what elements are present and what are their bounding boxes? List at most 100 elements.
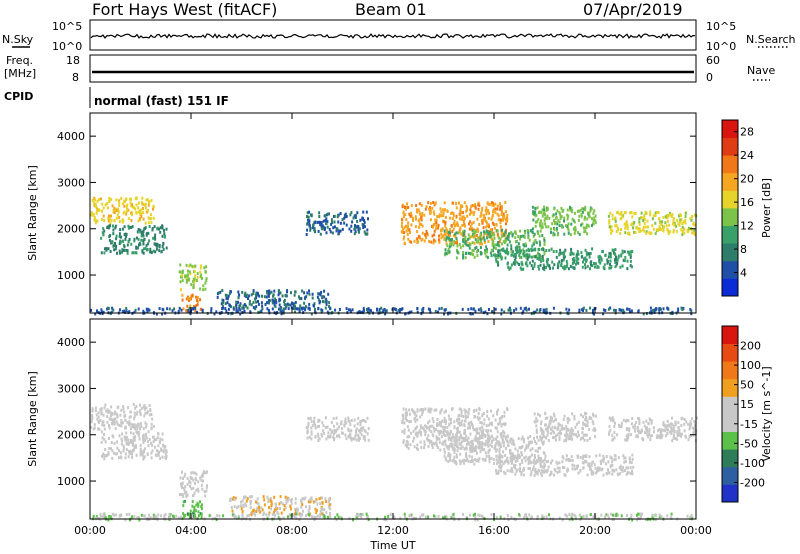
data-cell bbox=[126, 243, 129, 247]
data-cell bbox=[624, 456, 627, 460]
data-cell bbox=[267, 498, 270, 502]
data-cell bbox=[152, 516, 155, 520]
data-cell bbox=[569, 458, 572, 462]
data-cell bbox=[227, 307, 230, 311]
data-cell bbox=[689, 308, 692, 312]
data-cell bbox=[338, 308, 341, 311]
data-cell bbox=[421, 231, 424, 235]
data-cell bbox=[421, 412, 424, 416]
data-cell bbox=[366, 416, 369, 420]
data-cell bbox=[531, 231, 534, 234]
data-cell bbox=[459, 213, 462, 217]
data-cell bbox=[418, 211, 421, 215]
data-cell bbox=[183, 274, 186, 278]
data-cell bbox=[409, 214, 412, 218]
data-cell bbox=[417, 208, 420, 212]
data-cell bbox=[151, 417, 154, 421]
data-cell bbox=[582, 260, 584, 264]
data-cell bbox=[504, 201, 507, 204]
data-cell bbox=[629, 250, 632, 254]
data-cell bbox=[456, 419, 459, 423]
data-cell bbox=[538, 253, 541, 256]
data-cell bbox=[118, 220, 121, 223]
data-cell bbox=[321, 512, 324, 516]
data-cell bbox=[462, 211, 464, 215]
data-cell bbox=[577, 257, 580, 261]
data-cell bbox=[136, 410, 139, 414]
data-cell bbox=[298, 307, 301, 311]
data-cell bbox=[490, 248, 493, 252]
data-cell bbox=[261, 307, 264, 311]
data-cell bbox=[525, 244, 528, 248]
data-cell bbox=[126, 209, 129, 213]
data-cell bbox=[437, 429, 440, 433]
data-cell bbox=[320, 221, 323, 225]
data-cell bbox=[124, 456, 127, 460]
data-cell bbox=[186, 512, 189, 516]
data-cell bbox=[580, 515, 583, 519]
data-cell bbox=[629, 255, 632, 259]
data-cell bbox=[536, 230, 539, 234]
data-cell bbox=[452, 227, 455, 231]
data-cell bbox=[690, 218, 693, 222]
data-cell bbox=[573, 432, 575, 436]
data-cell bbox=[315, 511, 318, 514]
data-cell bbox=[564, 433, 566, 437]
data-cell bbox=[684, 218, 687, 222]
data-cell bbox=[260, 506, 263, 510]
data-cell bbox=[515, 245, 518, 249]
data-cell bbox=[134, 197, 137, 201]
data-cell bbox=[366, 432, 369, 436]
data-cell bbox=[105, 246, 108, 250]
data-cell bbox=[662, 423, 665, 426]
data-cell bbox=[137, 434, 140, 438]
data-cell bbox=[148, 200, 151, 204]
data-cell bbox=[502, 422, 505, 426]
data-cell bbox=[125, 307, 128, 310]
data-cell bbox=[123, 225, 126, 229]
data-cell bbox=[560, 251, 563, 255]
data-cell bbox=[502, 462, 505, 466]
data-cell bbox=[277, 293, 280, 297]
data-cell bbox=[494, 307, 497, 311]
data-cell bbox=[235, 304, 237, 308]
data-cell bbox=[130, 427, 132, 431]
data-cell bbox=[486, 430, 489, 434]
data-cell bbox=[527, 462, 530, 465]
data-cell bbox=[539, 414, 542, 418]
data-cell bbox=[458, 430, 461, 434]
data-cell bbox=[424, 515, 427, 519]
data-cell bbox=[611, 472, 614, 476]
data-cell bbox=[250, 303, 253, 307]
data-cell bbox=[314, 426, 317, 430]
data-cell bbox=[642, 219, 645, 223]
data-cell bbox=[488, 457, 491, 461]
data-cell bbox=[691, 426, 694, 430]
data-cell bbox=[488, 460, 491, 464]
data-cell bbox=[112, 208, 115, 212]
data-cell bbox=[670, 422, 672, 426]
data-cell bbox=[253, 297, 256, 301]
data-cell bbox=[354, 216, 357, 220]
data-cell bbox=[133, 414, 136, 418]
data-cell bbox=[460, 232, 463, 236]
data-cell bbox=[338, 425, 340, 429]
data-cell bbox=[471, 444, 474, 448]
data-cell bbox=[300, 498, 303, 502]
data-cell bbox=[593, 463, 596, 467]
data-cell bbox=[666, 514, 669, 518]
data-cell bbox=[547, 459, 550, 463]
data-cell bbox=[135, 405, 138, 409]
data-cell bbox=[552, 412, 555, 416]
data-cell bbox=[406, 202, 408, 206]
data-cell bbox=[186, 477, 189, 481]
data-cell bbox=[566, 433, 569, 437]
data-cell bbox=[165, 450, 168, 454]
data-cell bbox=[152, 249, 155, 253]
data-cell bbox=[194, 477, 197, 480]
data-cell bbox=[458, 243, 461, 246]
data-cell bbox=[614, 261, 617, 264]
data-cell bbox=[683, 418, 686, 421]
data-cell bbox=[524, 231, 527, 235]
data-cell bbox=[105, 248, 108, 252]
